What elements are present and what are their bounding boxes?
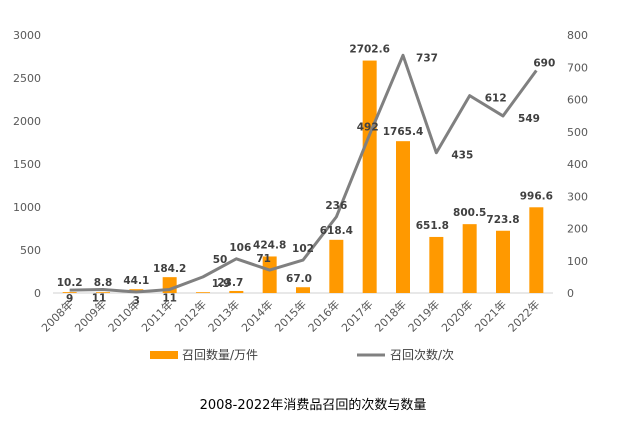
line-data-label: 236: [325, 200, 347, 212]
bar-data-label: 44.1: [123, 275, 149, 287]
bar: [196, 292, 210, 293]
line-data-label: 492: [357, 121, 379, 133]
y-right-tick-label: 0: [567, 287, 574, 300]
bar: [229, 290, 244, 293]
y-left-tick-label: 500: [20, 244, 41, 257]
bar-data-label: 1.9: [212, 278, 231, 290]
legend-bar-label: 召回数量/万件: [182, 347, 258, 362]
bar: [429, 236, 444, 293]
bar-data-label: 424.8: [253, 239, 286, 251]
legend: 召回数量/万件 召回次数/次: [150, 347, 454, 362]
bar-data-label: 1765.4: [383, 126, 424, 138]
line-data-label: 50: [213, 254, 228, 266]
bar: [262, 256, 277, 293]
bar-data-label: 723.8: [486, 214, 519, 226]
bar: [96, 292, 110, 293]
bar-data-label: 10.2: [57, 277, 83, 289]
y-right-tick-label: 500: [567, 126, 588, 139]
line-data-label: 9: [66, 293, 73, 305]
y-left-tick-label: 0: [34, 287, 41, 300]
bar-data-label: 23.7: [217, 277, 243, 289]
line-data-label: 11: [92, 292, 107, 304]
y-left-tick-label: 2500: [13, 72, 41, 85]
y-right-tick-label: 400: [567, 158, 588, 171]
bar-data-label: 184.2: [153, 263, 186, 275]
bar: [329, 239, 344, 293]
bar-data-label: 651.8: [416, 220, 449, 232]
y-right-tick-label: 800: [567, 29, 588, 42]
bar-data-label: 800.5: [453, 207, 486, 219]
y-right-tick-label: 100: [567, 255, 588, 268]
data-labels-group: 10.2 8.8 44.1 184.2 1.923.7 424.8 67.0 618.4 270…: [57, 44, 556, 307]
line-data-label: 549: [518, 113, 540, 125]
bar: [296, 287, 310, 293]
line-data-label: 612: [485, 93, 507, 105]
series-line: [69, 53, 538, 294]
bar: [362, 60, 377, 293]
line-data-label: 106: [229, 242, 251, 254]
bar: [529, 207, 544, 293]
line-data-label: 690: [533, 57, 555, 69]
bars-group: [62, 60, 544, 293]
bar-data-label: 996.6: [520, 190, 553, 202]
chart-title: 2008-2022年消费品召回的次数与数量: [200, 397, 427, 413]
y-right-tick-label: 700: [567, 61, 588, 74]
y-left-tick-label: 3000: [13, 29, 41, 42]
bar-data-label: 8.8: [94, 277, 113, 289]
bar-data-label: 2702.6: [349, 44, 390, 56]
line-data-label: 435: [451, 150, 473, 162]
bar-data-label: 67.0: [286, 273, 312, 285]
bar: [396, 141, 410, 293]
line-data-label: 11: [162, 292, 177, 304]
line-data-label: 737: [416, 52, 438, 64]
y-right-tick-label: 300: [567, 190, 588, 203]
y-right-tick-label: 600: [567, 94, 588, 107]
bar: [462, 224, 477, 293]
y-left-tick-label: 2000: [13, 115, 41, 128]
legend-bar-swatch: [150, 351, 178, 359]
bar-data-label: 618.4: [320, 225, 353, 237]
line-data-label: 3: [133, 295, 140, 307]
y-left-tick-label: 1000: [13, 201, 41, 214]
line-group: [69, 53, 538, 294]
y-left-tick-label: 1500: [13, 158, 41, 171]
bar: [62, 292, 77, 293]
y-right-tick-label: 200: [567, 223, 588, 236]
line-data-label: 102: [292, 243, 314, 255]
bar: [496, 230, 510, 293]
line-data-label: 71: [256, 253, 271, 265]
legend-line-label: 召回次数/次: [390, 347, 454, 362]
